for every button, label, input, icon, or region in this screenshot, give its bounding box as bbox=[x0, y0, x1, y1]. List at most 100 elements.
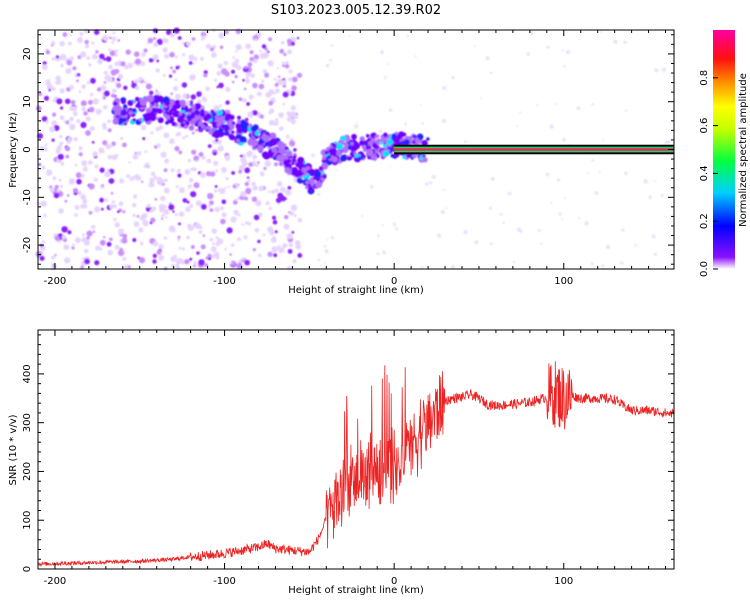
noise-blob bbox=[146, 42, 150, 45]
noise-blob bbox=[182, 53, 186, 57]
noise-blob bbox=[237, 237, 241, 242]
noise-blob bbox=[240, 191, 247, 198]
noise-blob bbox=[88, 211, 93, 215]
noise-blob bbox=[213, 251, 220, 258]
ridge-blob bbox=[263, 152, 271, 160]
y-tick-label: 400 bbox=[22, 364, 33, 383]
noise-blob bbox=[281, 61, 285, 65]
snr-frame bbox=[37, 329, 675, 570]
noise-blob bbox=[285, 61, 289, 65]
figure-title: S103.2023.005.12.39.R02 bbox=[271, 3, 441, 18]
noise-blob bbox=[44, 143, 48, 147]
noise-blob bbox=[170, 168, 175, 173]
noise-blob bbox=[96, 87, 102, 92]
noise-blob bbox=[253, 163, 257, 167]
noise-blob bbox=[181, 247, 185, 251]
ridge-blob bbox=[121, 99, 126, 104]
noise-blob bbox=[52, 263, 56, 267]
ridge-blob bbox=[191, 109, 195, 113]
noise-blob bbox=[273, 77, 277, 81]
noise-blob bbox=[150, 171, 156, 177]
noise-blob bbox=[237, 196, 241, 200]
ridge-blob bbox=[367, 140, 374, 146]
noise-blob bbox=[330, 44, 333, 47]
noise-blob bbox=[259, 52, 267, 60]
noise-blob bbox=[84, 39, 89, 45]
noise-blob bbox=[173, 254, 178, 259]
ridge-blob bbox=[221, 125, 225, 130]
noise-blob bbox=[153, 37, 157, 40]
noise-blob bbox=[215, 169, 218, 173]
noise-blob bbox=[507, 191, 512, 196]
noise-blob bbox=[199, 226, 203, 230]
noise-blob bbox=[290, 41, 295, 46]
noise-blob bbox=[212, 151, 217, 156]
noise-blob bbox=[162, 182, 165, 186]
noise-blob bbox=[201, 155, 206, 160]
snr-x-axis-label: Height of straight line (km) bbox=[288, 585, 424, 596]
noise-blob bbox=[163, 208, 170, 215]
ridge-blob bbox=[187, 118, 192, 122]
noise-blob bbox=[164, 53, 170, 59]
noise-blob bbox=[168, 74, 173, 78]
noise-blob bbox=[132, 154, 139, 160]
ridge-blob bbox=[135, 104, 139, 108]
noise-blob bbox=[249, 50, 254, 55]
noise-blob bbox=[72, 243, 75, 246]
noise-blob bbox=[156, 249, 162, 255]
noise-blob bbox=[558, 212, 562, 216]
colorbar-tick-label: 0.2 bbox=[699, 213, 710, 229]
ridge-blob bbox=[225, 113, 232, 120]
noise-blob bbox=[269, 108, 275, 114]
noise-blob bbox=[247, 222, 252, 226]
noise-blob bbox=[150, 131, 154, 135]
noise-blob bbox=[396, 259, 399, 262]
noise-blob bbox=[108, 64, 113, 70]
noise-blob bbox=[73, 111, 78, 117]
noise-blob bbox=[67, 41, 72, 46]
noise-blob bbox=[191, 131, 195, 135]
x-tick-label: 0 bbox=[391, 276, 397, 287]
noise-blob bbox=[170, 66, 173, 70]
noise-blob bbox=[464, 140, 467, 144]
noise-blob bbox=[61, 226, 68, 233]
noise-blob bbox=[156, 176, 163, 184]
noise-blob bbox=[161, 179, 165, 183]
noise-blob bbox=[191, 37, 196, 41]
noise-blob bbox=[221, 167, 227, 173]
ridge-blob bbox=[142, 114, 146, 118]
ridge-blob bbox=[422, 157, 428, 163]
noise-blob bbox=[122, 256, 127, 261]
x-tick-label: -100 bbox=[213, 576, 236, 587]
noise-blob bbox=[242, 98, 247, 103]
noise-blob bbox=[382, 250, 386, 255]
noise-blob bbox=[232, 184, 237, 189]
noise-blob bbox=[122, 142, 127, 148]
noise-blob bbox=[135, 85, 140, 91]
noise-blob bbox=[179, 187, 185, 194]
noise-blob bbox=[323, 261, 326, 264]
ridge-blob bbox=[250, 126, 257, 132]
noise-blob bbox=[272, 215, 276, 220]
noise-blob bbox=[634, 244, 637, 247]
noise-blob bbox=[140, 124, 147, 131]
noise-blob bbox=[251, 196, 258, 202]
noise-blob bbox=[59, 115, 65, 121]
noise-blob bbox=[216, 71, 222, 76]
noise-blob bbox=[148, 58, 154, 63]
noise-blob bbox=[278, 126, 284, 131]
noise-blob bbox=[49, 126, 55, 133]
noise-blob bbox=[205, 256, 209, 260]
ridge-blob bbox=[308, 168, 316, 177]
noise-blob bbox=[185, 206, 191, 213]
noise-blob bbox=[86, 230, 93, 237]
noise-blob bbox=[234, 198, 238, 202]
noise-blob bbox=[61, 234, 67, 240]
noise-blob bbox=[149, 177, 155, 183]
noise-blob bbox=[133, 194, 137, 199]
ridge-blob bbox=[284, 146, 288, 150]
ridge-blob bbox=[231, 130, 235, 134]
noise-blob bbox=[172, 69, 176, 74]
noise-blob bbox=[81, 160, 87, 167]
noise-blob bbox=[175, 65, 180, 70]
